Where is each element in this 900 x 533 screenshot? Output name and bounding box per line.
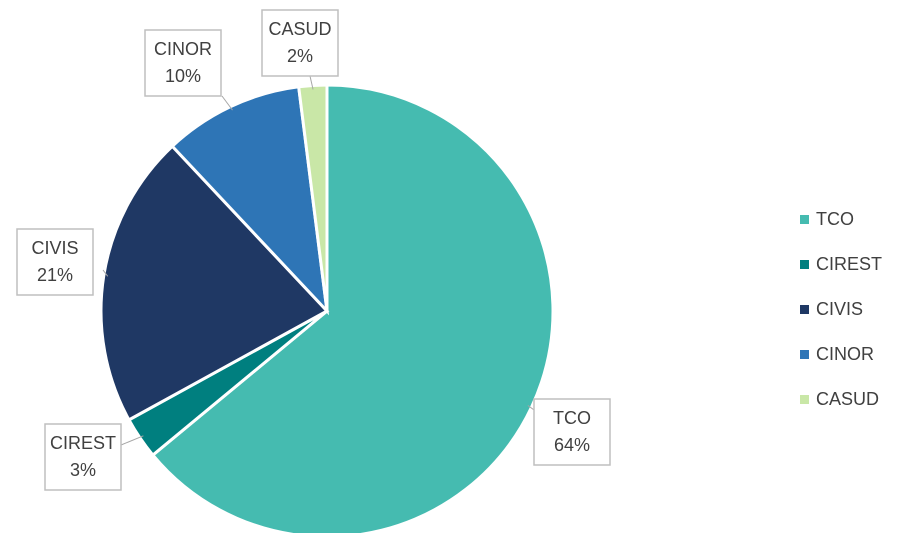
data-label-name: CIVIS	[31, 238, 78, 258]
legend-label: TCO	[816, 209, 854, 229]
legend-label: CIREST	[816, 254, 882, 274]
label-box	[44, 423, 122, 491]
leader-line	[102, 269, 109, 277]
legend-swatch	[800, 215, 809, 224]
data-label-name: CINOR	[154, 39, 212, 59]
data-label-value: 3%	[70, 460, 96, 480]
pie-slice	[296, 83, 329, 312]
label-box	[144, 29, 222, 97]
data-label-value: 64%	[554, 435, 590, 455]
leader-line	[221, 95, 233, 111]
legend-swatch	[800, 395, 809, 404]
label-box	[533, 398, 611, 466]
data-label-name: CIREST	[50, 433, 116, 453]
leader-line	[120, 435, 144, 446]
pie-slice	[150, 83, 555, 533]
legend-label: CASUD	[816, 389, 879, 409]
label-box	[16, 228, 94, 296]
data-label-name: CASUD	[268, 19, 331, 39]
leader-line	[309, 75, 314, 90]
pie-slice	[170, 85, 330, 316]
legend-swatch	[800, 350, 809, 359]
pie-slice	[99, 144, 330, 422]
legend-label: CINOR	[816, 344, 874, 364]
data-label-value: 2%	[287, 46, 313, 66]
data-label-name: TCO	[553, 408, 591, 428]
data-label-value: 10%	[165, 66, 201, 86]
legend-label: CIVIS	[816, 299, 863, 319]
data-label-value: 21%	[37, 265, 73, 285]
legend-swatch	[800, 260, 809, 269]
legend-swatch	[800, 305, 809, 314]
label-box	[261, 9, 339, 77]
